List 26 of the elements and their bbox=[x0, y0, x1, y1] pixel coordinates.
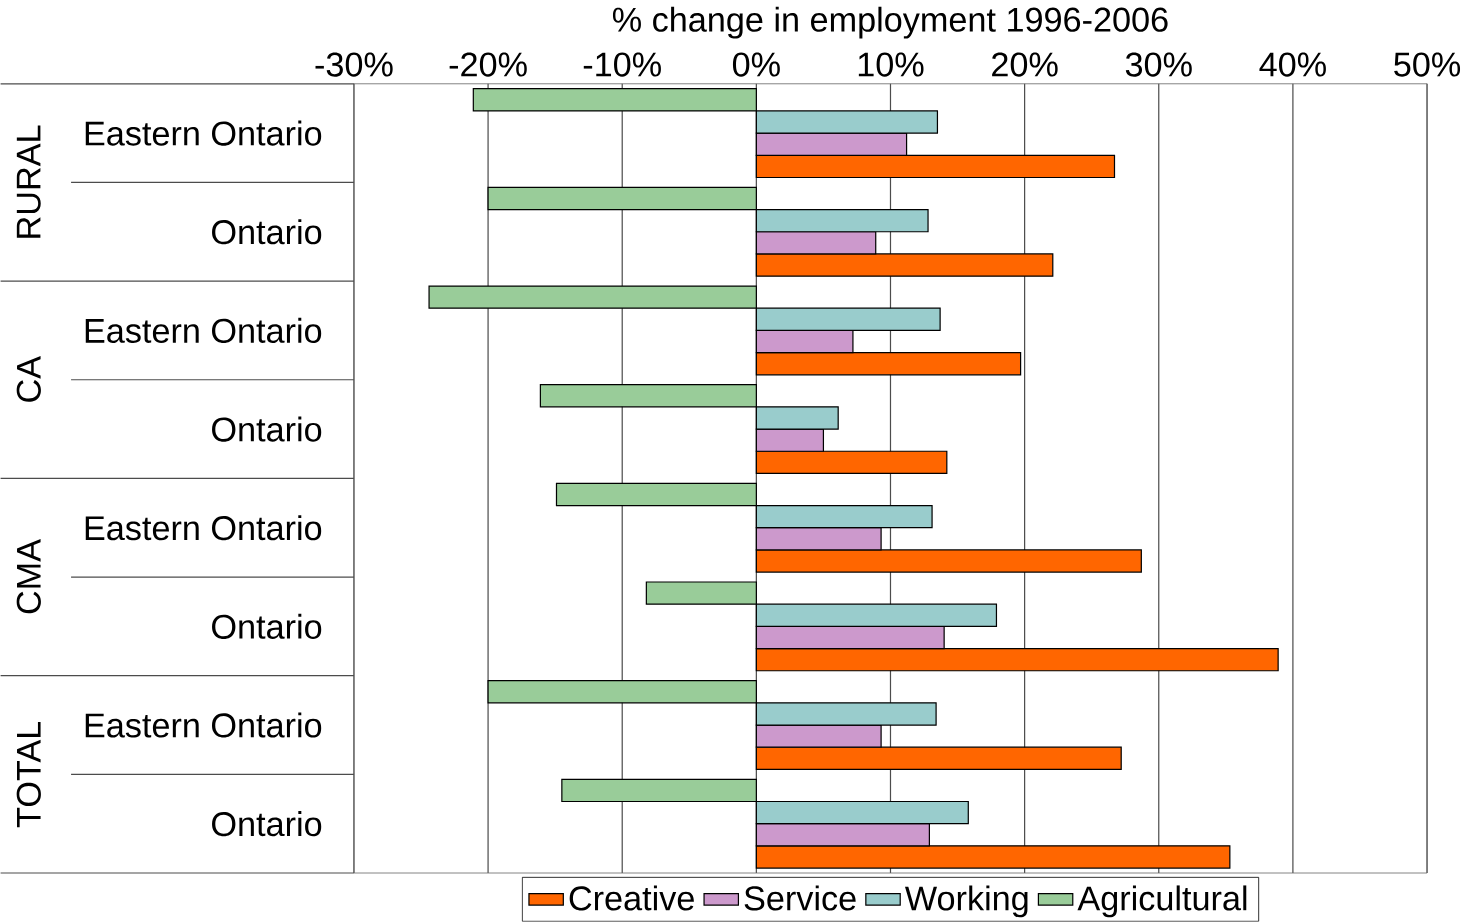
y-tick-label: Ontario bbox=[212, 811, 322, 837]
y-tick-label: Ontario bbox=[212, 219, 322, 245]
x-tick-label: 40% bbox=[1259, 52, 1326, 77]
text: TOTAL bbox=[16, 722, 41, 828]
text: CMA bbox=[16, 539, 41, 614]
y-tick-label: Ontario bbox=[212, 613, 322, 640]
legend-label: Service bbox=[744, 885, 856, 911]
x-tick-label: 0% bbox=[732, 52, 780, 77]
legend-label: Creative bbox=[569, 885, 694, 911]
x-axis-title: % change in employment 1996-2006 bbox=[612, 6, 1168, 39]
text: RURAL bbox=[16, 125, 41, 238]
x-tick-label: 10% bbox=[858, 52, 924, 77]
y-tick-label: Eastern Ontario bbox=[85, 712, 322, 738]
x-tick-label: -30% bbox=[315, 52, 393, 77]
x-tick-label: 50% bbox=[1394, 52, 1461, 77]
x-tick-label: -20% bbox=[449, 52, 527, 77]
legend-label: Agricultural bbox=[1077, 885, 1247, 918]
x-tick-label: -10% bbox=[583, 52, 661, 77]
y-tick-label: Eastern Ontario bbox=[85, 318, 322, 344]
text: CA bbox=[16, 356, 41, 402]
y-tick-label: Eastern Ontario bbox=[85, 120, 322, 146]
x-tick-label: 20% bbox=[992, 52, 1058, 77]
legend-label: Working bbox=[904, 885, 1028, 918]
y-tick-label: Eastern Ontario bbox=[85, 515, 322, 541]
y-tick-label: Ontario bbox=[212, 416, 322, 442]
x-tick-label: 30% bbox=[1125, 52, 1192, 77]
